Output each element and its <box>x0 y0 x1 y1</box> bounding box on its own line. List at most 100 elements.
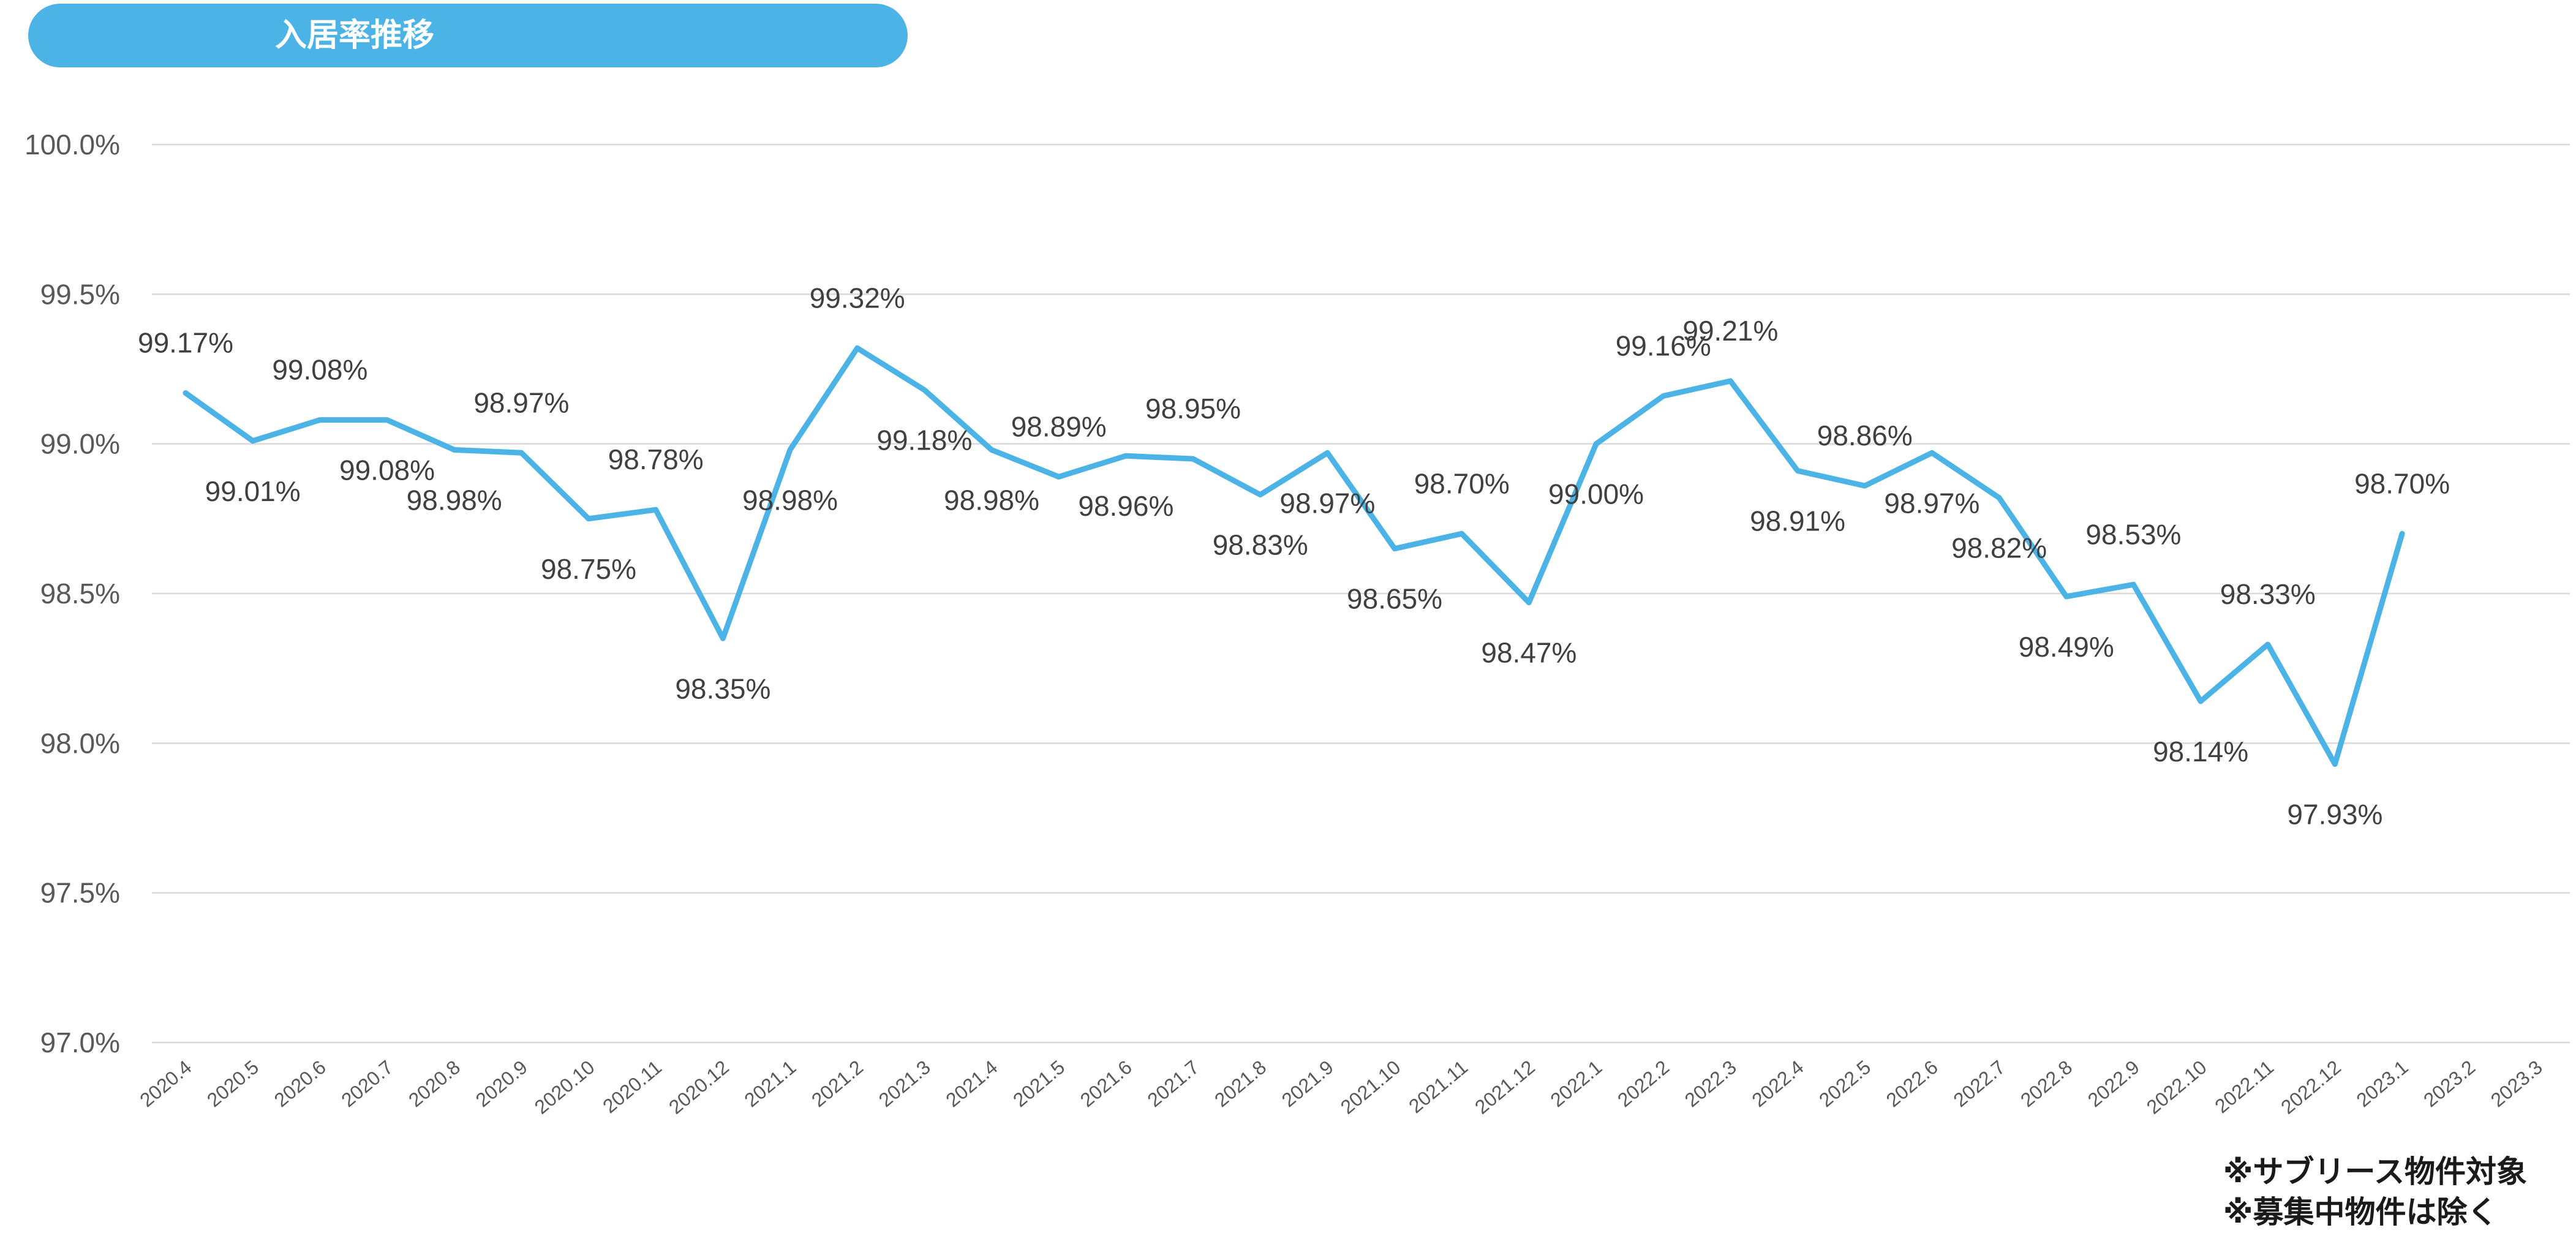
y-tick-label: 98.0% <box>40 727 120 759</box>
data-label: 98.95% <box>1145 393 1241 424</box>
x-tick-label: 2023.1 <box>2352 1056 2412 1111</box>
data-labels: 99.17% 99.01% 99.08% 99.08% 98.98% 98.97% 98.7… <box>138 282 2450 830</box>
data-label: 98.97% <box>473 387 569 418</box>
data-label: 99.08% <box>272 354 367 386</box>
x-tick-label: 2020.6 <box>270 1056 330 1111</box>
data-point <box>1730 380 1731 382</box>
data-label: 98.91% <box>1750 505 1845 537</box>
data-point <box>655 509 657 511</box>
data-point <box>319 419 321 421</box>
y-axis-ticks: 97.0% 97.5% 98.0% 98.5% 99.0% 99.5% 100.0% <box>24 129 120 1058</box>
data-label: 98.33% <box>2220 578 2316 610</box>
x-tick-label: 2022.1 <box>1546 1056 1606 1111</box>
data-label: 98.47% <box>1481 637 1576 669</box>
x-tick-label: 2021.10 <box>1336 1056 1405 1118</box>
chart-title: 入居率推移 <box>274 17 434 54</box>
data-label: 98.75% <box>541 553 636 585</box>
footnote-line: ※募集中物件は除く <box>2223 1194 2498 1230</box>
footnote-line: ※サブリース物件対象 <box>2223 1154 2527 1190</box>
data-label: 98.35% <box>675 673 770 704</box>
data-label: 98.83% <box>1213 529 1308 561</box>
y-tick-label: 97.5% <box>40 877 120 909</box>
data-label: 98.82% <box>1951 532 2047 564</box>
data-point <box>2267 644 2269 646</box>
x-tick-label: 2023.3 <box>2487 1056 2547 1111</box>
x-tick-label: 2022.7 <box>1949 1056 2009 1111</box>
data-label: 99.21% <box>1682 315 1778 347</box>
x-tick-label: 2020.10 <box>530 1056 599 1118</box>
data-label: 99.00% <box>1548 478 1644 510</box>
x-tick-label: 2021.2 <box>807 1056 867 1111</box>
data-point <box>2133 584 2134 586</box>
data-label: 98.53% <box>2085 518 2181 550</box>
data-label: 99.16% <box>1616 330 1711 361</box>
x-tick-label: 2021.7 <box>1143 1056 1203 1111</box>
x-tick-label: 2021.4 <box>941 1056 1001 1111</box>
data-label: 97.93% <box>2287 799 2382 831</box>
footnotes: ※サブリース物件対象 ※募集中物件は除く <box>2223 1152 2527 1232</box>
x-tick-label: 2021.9 <box>1278 1056 1338 1111</box>
data-point <box>521 452 522 454</box>
data-label: 98.98% <box>742 484 838 516</box>
data-label: 98.86% <box>1817 420 1913 451</box>
x-tick-label: 2020.4 <box>135 1056 195 1111</box>
data-point <box>2401 533 2403 535</box>
x-tick-label: 2020.9 <box>472 1056 532 1111</box>
data-point <box>1192 458 1194 460</box>
x-tick-label: 2022.3 <box>1681 1056 1741 1111</box>
data-point <box>1327 452 1328 454</box>
chart-title-banner: 入居率推移 <box>28 4 908 67</box>
data-point <box>2334 763 2336 765</box>
data-point <box>1528 601 1530 603</box>
data-point <box>386 419 388 421</box>
x-tick-label: 2022.2 <box>1613 1056 1673 1111</box>
data-point <box>588 518 590 519</box>
data-label: 98.96% <box>1078 490 1173 522</box>
data-label: 98.14% <box>2153 736 2248 767</box>
data-point <box>722 638 724 639</box>
x-tick-label: 2021.6 <box>1076 1056 1136 1111</box>
data-point <box>185 392 186 394</box>
x-tick-label: 2020.12 <box>665 1056 733 1118</box>
data-label: 99.01% <box>205 475 301 507</box>
y-tick-label: 99.0% <box>40 428 120 460</box>
x-tick-label: 2020.8 <box>404 1056 464 1111</box>
x-tick-label: 2022.4 <box>1747 1056 1807 1111</box>
x-tick-label: 2020.5 <box>203 1056 263 1111</box>
data-label: 99.17% <box>138 327 233 359</box>
data-point <box>1259 494 1261 496</box>
data-label: 99.18% <box>876 424 972 456</box>
x-axis-ticks: 2020.4 2020.5 2020.6 2020.7 2020.8 2020.92020… <box>135 1056 2547 1118</box>
data-point <box>1595 443 1597 445</box>
data-point <box>1998 497 2000 499</box>
data-point <box>2200 700 2202 702</box>
data-point <box>1058 476 1060 478</box>
y-tick-label: 97.0% <box>40 1027 120 1058</box>
data-label: 98.97% <box>1279 487 1375 519</box>
x-tick-label: 2021.12 <box>1471 1056 1539 1118</box>
data-label: 99.32% <box>810 282 905 314</box>
y-tick-label: 98.5% <box>40 578 120 609</box>
data-label: 99.08% <box>339 454 435 486</box>
x-tick-label: 2021.8 <box>1210 1056 1270 1111</box>
x-tick-label: 2022.12 <box>2277 1056 2345 1118</box>
data-point <box>991 449 993 451</box>
data-point <box>1931 452 1933 454</box>
data-point <box>453 449 455 451</box>
data-point <box>1797 470 1799 472</box>
data-label: 98.78% <box>608 443 704 475</box>
data-label: 98.70% <box>2354 467 2450 499</box>
data-point <box>2065 595 2067 597</box>
x-tick-label: 2022.9 <box>2084 1056 2144 1111</box>
x-tick-label: 2022.6 <box>1882 1056 1942 1111</box>
data-label: 98.65% <box>1347 583 1442 615</box>
x-tick-label: 2021.3 <box>875 1056 935 1111</box>
data-label: 98.89% <box>1011 410 1107 442</box>
data-point <box>252 440 254 442</box>
data-label: 98.49% <box>2019 631 2114 663</box>
series-line <box>183 345 2405 767</box>
data-point <box>1461 533 1463 535</box>
x-tick-label: 2020.7 <box>337 1056 397 1111</box>
data-point <box>924 389 925 391</box>
y-tick-label: 99.5% <box>40 278 120 310</box>
